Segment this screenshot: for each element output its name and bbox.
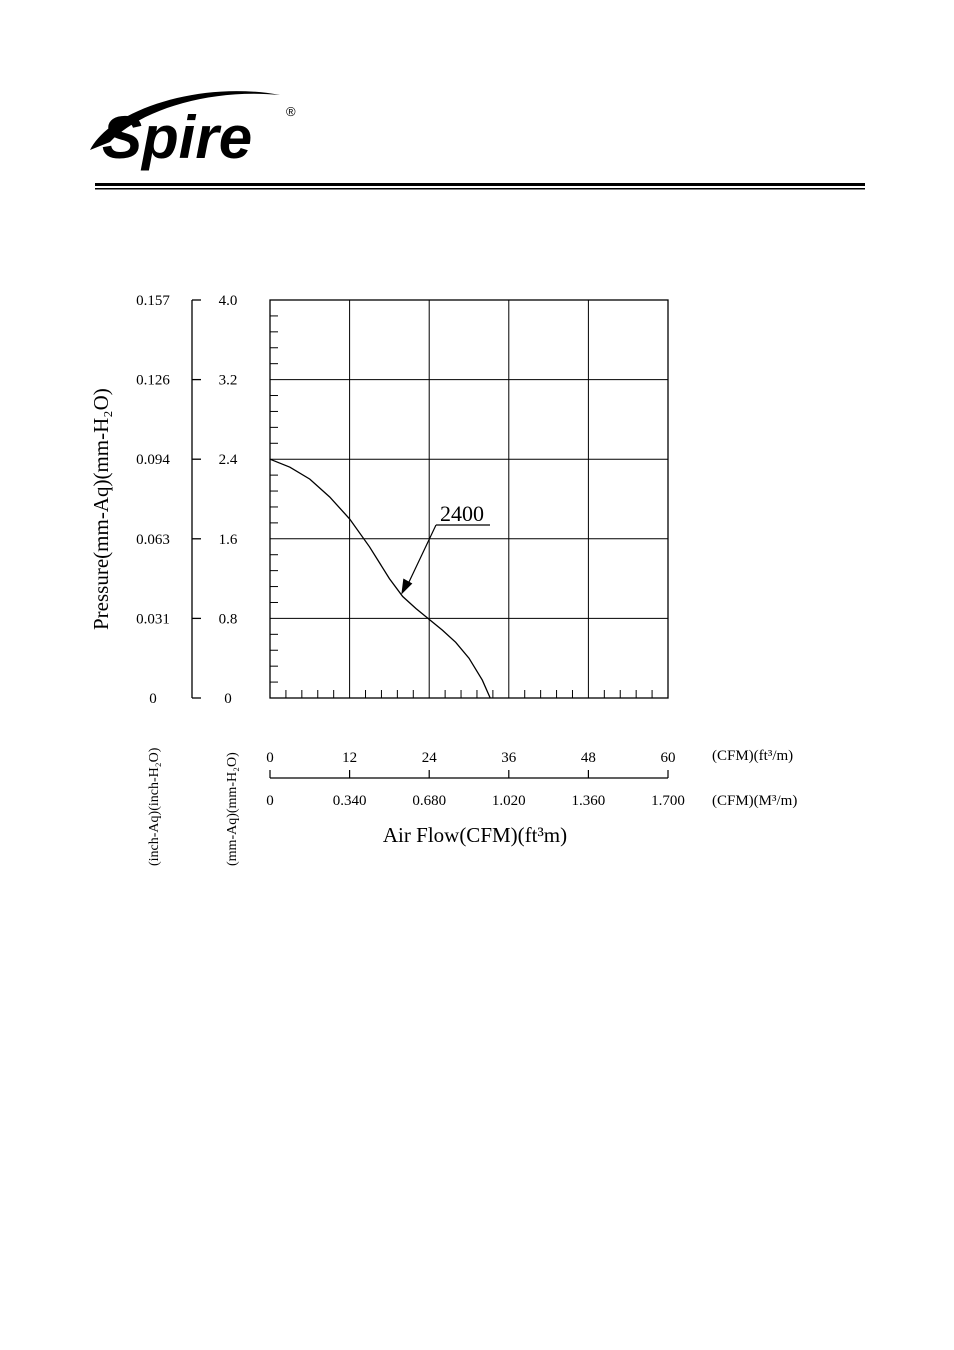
- x-tick-label-m3: 0.680: [412, 793, 446, 809]
- y-axis-title: Pressure(mm-Aq)(mm-H₂O): [89, 388, 113, 630]
- x-tick-label-cfm: 36: [501, 750, 517, 766]
- x-tick-label-m3: 1.360: [572, 793, 606, 809]
- registered-mark: ®: [286, 104, 296, 119]
- y-tick-label-mm: 4.0: [219, 293, 238, 309]
- spire-logo: Spire ®: [90, 91, 296, 171]
- y-tick-label-mm: 0: [224, 691, 232, 707]
- x-tick-label-cfm: 48: [581, 750, 596, 766]
- curve-annotation: 2400: [401, 501, 490, 595]
- series-2400-line: [269, 458, 491, 699]
- x-axes: 0 0 12 0.340 24 0.680 36 1.020 48 1.360 60 1.700: [266, 750, 685, 809]
- annotation-arrowhead: [401, 578, 413, 595]
- x-tick-label-m3: 0.340: [333, 793, 367, 809]
- plot-grid: [269, 299, 669, 699]
- y-tick-label-mm: 0.8: [219, 611, 238, 627]
- x-tick-label-cfm: 12: [342, 750, 357, 766]
- y-tick-label-inch: 0.126: [136, 373, 170, 389]
- y-tick-label-mm: 1.6: [219, 532, 238, 548]
- y-tick-label-inch: 0.063: [136, 532, 170, 548]
- logo-wordmark: Spire: [102, 104, 252, 171]
- y-axes: 0 0 0.031 0.8 0.063 1.6 0.094 2.4 0.126 3.2 0.157 4…: [136, 293, 238, 707]
- annotation-leader: [406, 524, 437, 586]
- annotation-label: 2400: [440, 501, 484, 526]
- y-tick-label-inch: 0.031: [136, 611, 170, 627]
- x-axis-title: Air Flow(CFM)(ft³m): [383, 823, 567, 847]
- x-tick-label-cfm: 60: [661, 750, 676, 766]
- y-axis-unit-mm: (mm-Aq)(mm-H₂O): [225, 752, 240, 866]
- x-tick-label-cfm: 24: [422, 750, 438, 766]
- plot-border: [269, 299, 669, 699]
- y-tick-label-mm: 2.4: [219, 452, 238, 468]
- y-axis-unit-inch: (inch-Aq)(inch-H₂O): [147, 747, 162, 866]
- y-tick-label-mm: 3.2: [219, 373, 238, 389]
- y-tick-label-inch: 0.157: [136, 293, 170, 309]
- logo-swoosh-icon: [90, 91, 280, 150]
- x-tick-label-m3: 1.020: [492, 793, 526, 809]
- y-tick-label-inch: 0.094: [136, 452, 170, 468]
- x-axis-unit-m3: (CFM)(M³/m): [712, 793, 797, 809]
- x-axis-unit-cfm: (CFM)(ft³/m): [712, 748, 793, 764]
- x-tick-label-cfm: 0: [266, 750, 274, 766]
- y-tick-label-inch: 0: [149, 691, 157, 707]
- header-rule: [95, 183, 865, 190]
- x-tick-label-m3: 0: [266, 793, 274, 809]
- x-tick-label-m3: 1.700: [651, 793, 685, 809]
